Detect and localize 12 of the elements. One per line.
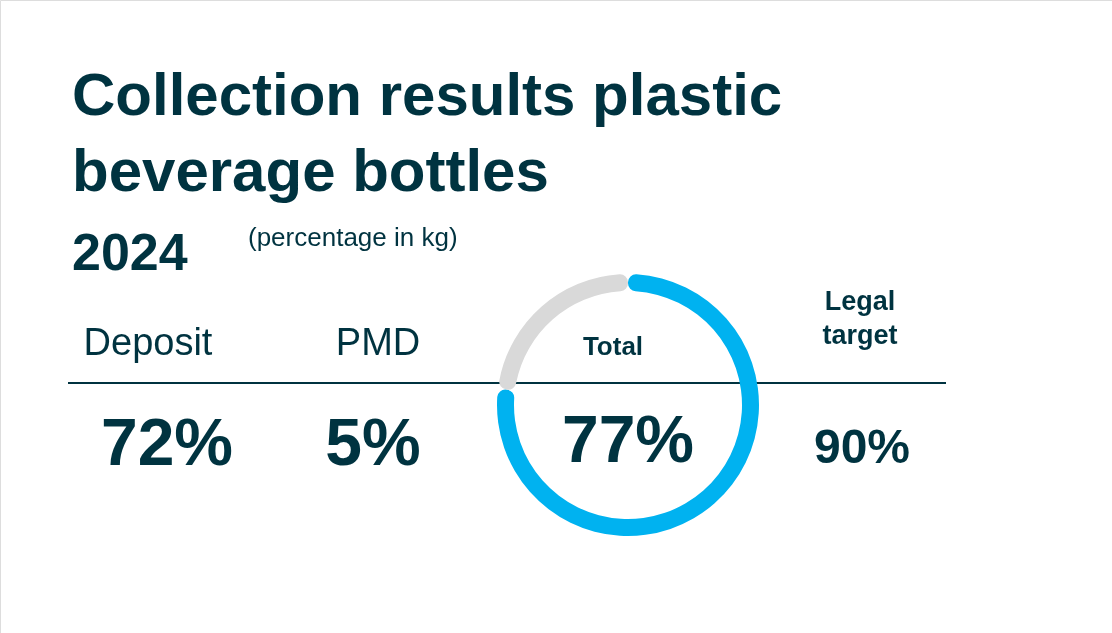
text: PMD [335,321,421,363]
text: Total [582,331,644,361]
chart-title: Collection results plastic beverage bottles [72,61,783,204]
text: 90% [813,420,911,473]
text: Deposit [83,321,213,363]
text: (percentage in kg) [248,222,458,252]
donut-slice [497,274,759,536]
data-label: 77% [561,402,695,476]
text: 5% [325,405,421,479]
chart-subtitle: 2024 [72,223,188,281]
text: Legal target [822,286,898,350]
text: 72% [100,405,234,479]
